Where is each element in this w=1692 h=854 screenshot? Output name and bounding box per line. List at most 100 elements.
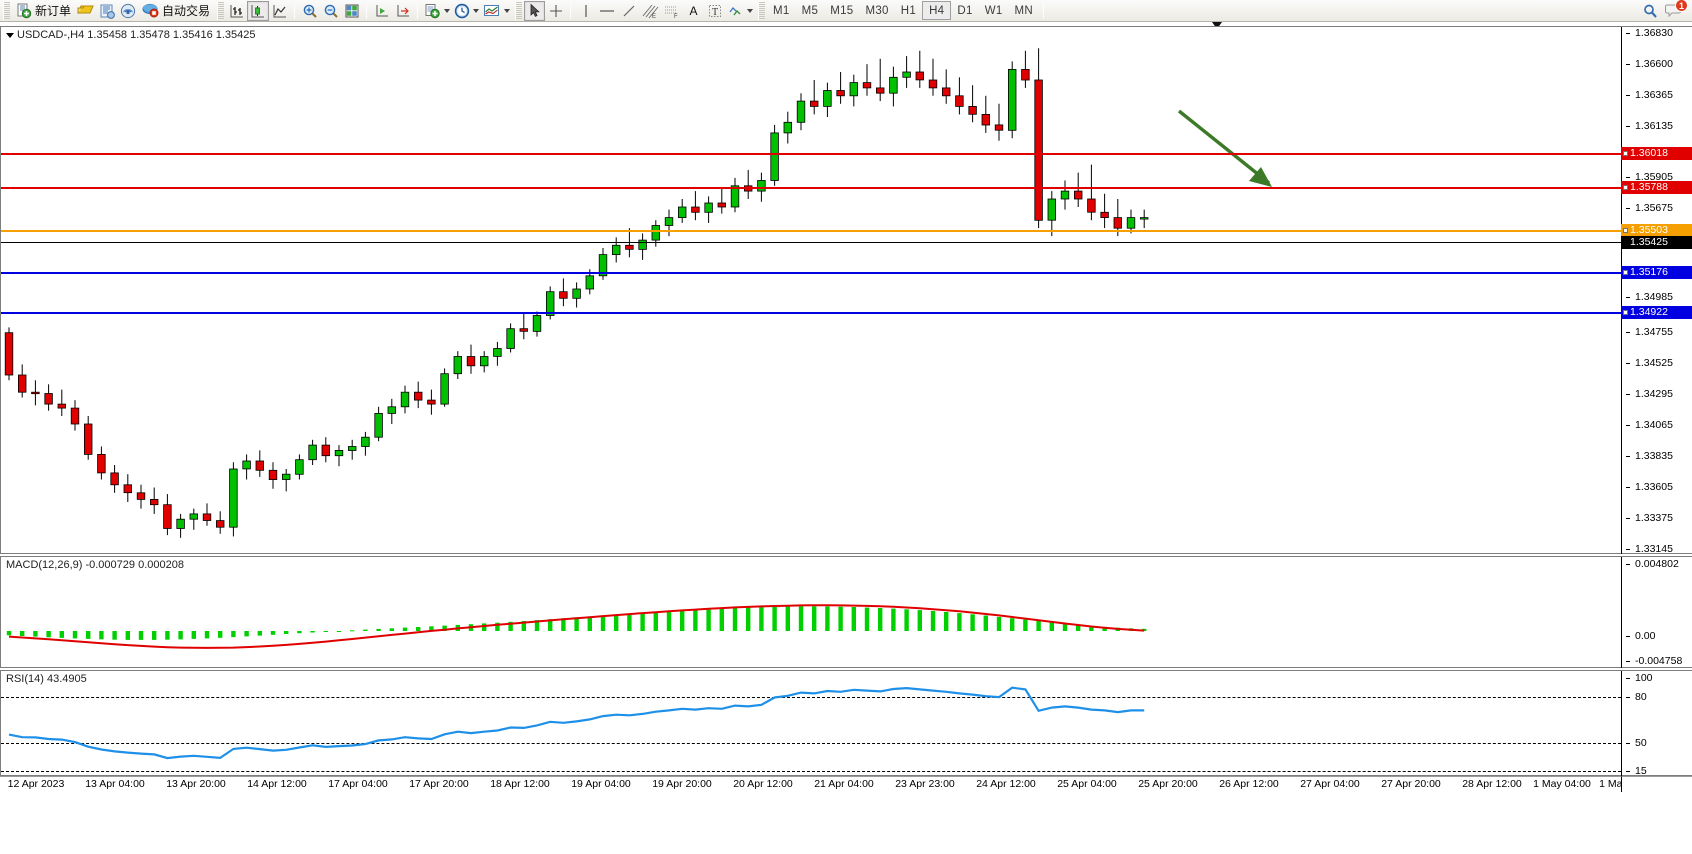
vline-button[interactable] (575, 1, 596, 21)
pivot-line[interactable] (1, 230, 1621, 232)
timeframe-m1[interactable]: M1 (773, 4, 790, 17)
period-dropdown-arrow-icon[interactable] (473, 8, 480, 13)
timeframe-m30[interactable]: M30 (865, 4, 889, 17)
period-button[interactable] (452, 1, 481, 21)
toolbar-grip-3[interactable] (515, 1, 523, 20)
price-axis[interactable]: 1.36830 1.36600 1.36365 1.36135 1.35905 … (1621, 27, 1692, 555)
price-tick: 1.34525 (1626, 358, 1692, 369)
toolbar-grip-4[interactable] (758, 1, 766, 20)
time-label: 23 Apr 23:00 (895, 778, 955, 790)
toolbar-separator-5 (1043, 2, 1045, 19)
resistance-price-tag[interactable]: 1.35788 (1621, 181, 1692, 194)
folder-icon (77, 3, 94, 18)
timeframe-h4[interactable]: H4 (922, 1, 952, 20)
hline-button[interactable] (596, 1, 618, 21)
line-chart-icon (272, 3, 288, 19)
cursor-icon (528, 3, 542, 18)
time-axis[interactable]: 12 Apr 2023 13 Apr 04:00 13 Apr 20:00 14… (0, 776, 1657, 792)
timeframe-w1[interactable]: W1 (984, 4, 1003, 17)
support-price-tag[interactable]: 1.35176 (1621, 266, 1692, 279)
trendline-button[interactable] (618, 1, 639, 21)
new-order-button[interactable]: 新订单 (12, 1, 75, 21)
resistance-line-1[interactable] (1, 153, 1621, 155)
macd-axis[interactable]: 0.004802 0.00 -0.004758 (1621, 557, 1692, 668)
tag-value: 1.34922 (1630, 306, 1668, 318)
zoom-in-button[interactable] (299, 1, 320, 21)
cursor-button[interactable] (524, 0, 546, 21)
support-line-2[interactable] (1, 312, 1621, 314)
objects-button[interactable] (725, 1, 755, 21)
time-label: 26 Apr 12:00 (1219, 778, 1279, 790)
tag-handle[interactable] (1623, 228, 1628, 233)
support-price-tag[interactable]: 1.34922 (1621, 306, 1692, 319)
search-icon[interactable] (1642, 3, 1659, 19)
timeframe-mn[interactable]: MN (1014, 4, 1034, 17)
fibo-button[interactable]: F (661, 1, 683, 21)
price-tick: 1.36830 (1626, 28, 1692, 39)
timeframe-d1[interactable]: D1 (957, 4, 973, 17)
price-panel[interactable]: USDCAD-,H4 1.35458 1.35478 1.35416 1.354… (0, 26, 1692, 555)
text-button[interactable]: A (683, 1, 704, 21)
chart-shift-button[interactable] (392, 1, 413, 21)
down-arrow-annotation[interactable] (1173, 105, 1293, 205)
data-window-button[interactable] (96, 1, 117, 21)
zoom-out-button[interactable] (320, 1, 341, 21)
time-label: 13 Apr 20:00 (166, 778, 226, 790)
chat-icon[interactable]: 1 (1665, 0, 1688, 19)
label-button[interactable]: T (704, 1, 725, 21)
resistance-price-tag[interactable]: 1.36018 (1621, 147, 1692, 160)
rsi-panel[interactable]: RSI(14) 43.4905 100 80 50 15 (0, 670, 1692, 777)
macd-tick: 0.004802 (1626, 559, 1692, 570)
chart-area[interactable]: USDCAD-,H4 1.35458 1.35478 1.35416 1.354… (0, 22, 1692, 854)
toolbar-grip-2[interactable] (217, 1, 225, 20)
macd-series (6, 604, 1147, 649)
auto-scroll-button[interactable] (371, 1, 392, 21)
tag-handle[interactable] (1623, 310, 1628, 315)
folder-button[interactable] (75, 1, 96, 21)
support-line-1[interactable] (1, 272, 1621, 274)
axis-corner (1621, 776, 1692, 792)
equidistant-channel-button[interactable]: E (639, 1, 661, 21)
macd-panel[interactable]: MACD(12,26,9) -0.000729 0.000208 0.00480… (0, 556, 1692, 668)
resistance-line-2[interactable] (1, 187, 1621, 189)
time-label: 20 Apr 12:00 (733, 778, 793, 790)
rsi-tick: 50 (1626, 738, 1692, 749)
main-toolbar: 新订单 (0, 0, 1692, 22)
candlestick-button[interactable] (247, 0, 270, 21)
autotrading-button[interactable]: 自动交易 (138, 1, 214, 21)
objects-dropdown-arrow-icon[interactable] (747, 8, 754, 13)
line-chart-button[interactable] (269, 1, 290, 21)
rsi-tick: 15 (1626, 766, 1692, 777)
vline-icon (580, 3, 592, 19)
templates-button[interactable] (481, 1, 512, 21)
tag-value: 1.36018 (1630, 147, 1668, 159)
crosshair-button[interactable] (545, 1, 566, 21)
grid-button[interactable] (341, 1, 362, 21)
tag-handle[interactable] (1623, 185, 1628, 190)
signal-icon (120, 3, 136, 19)
time-label: 13 Apr 04:00 (85, 778, 145, 790)
signal-button[interactable] (117, 1, 138, 21)
timeframe-h1[interactable]: H1 (900, 4, 917, 17)
indicator-add-icon (424, 3, 441, 19)
tag-handle[interactable] (1623, 151, 1628, 156)
rsi-series (8, 686, 1145, 760)
time-label: 24 Apr 12:00 (976, 778, 1036, 790)
indicator-dropdown-arrow-icon[interactable] (444, 8, 451, 13)
price-tick: 1.34065 (1626, 420, 1692, 431)
timeframe-m15[interactable]: M15 (830, 4, 854, 17)
timeframe-m5[interactable]: M5 (801, 4, 819, 17)
rsi-axis[interactable]: 100 80 50 15 (1621, 671, 1692, 777)
new-order-icon (16, 3, 32, 19)
templates-dropdown-arrow-icon[interactable] (504, 8, 511, 13)
price-tick: 1.36365 (1626, 90, 1692, 101)
toolbar-separator-4 (570, 2, 572, 19)
indicator-add-button[interactable] (422, 1, 452, 21)
time-label: 28 Apr 12:00 (1462, 778, 1522, 790)
bar-chart-button[interactable] (226, 1, 247, 21)
pivot-price-tag[interactable]: 1.35503 (1621, 224, 1692, 237)
price-tick: 1.33375 (1626, 513, 1692, 524)
tag-handle[interactable] (1623, 270, 1628, 275)
toolbar-grip-1[interactable] (3, 1, 10, 20)
symbol-caret-icon[interactable] (6, 33, 14, 38)
